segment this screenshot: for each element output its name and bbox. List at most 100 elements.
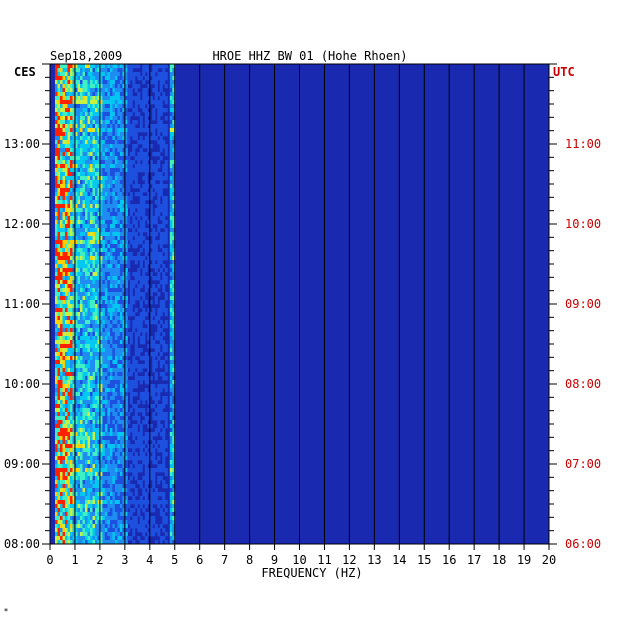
spectrogram-cell bbox=[77, 456, 81, 461]
spectrogram-cell bbox=[60, 76, 63, 81]
spectrogram-cell bbox=[169, 268, 173, 273]
spectrogram-cell bbox=[62, 460, 66, 465]
spectrogram-cell bbox=[55, 324, 58, 329]
spectrogram-cell bbox=[119, 220, 123, 225]
spectrogram-cell bbox=[104, 412, 108, 417]
spectrogram-cell bbox=[104, 228, 108, 233]
spectrogram-cell bbox=[102, 292, 106, 297]
spectrogram-cell bbox=[75, 144, 78, 149]
spectrogram-cell bbox=[169, 408, 173, 413]
spectrogram-cell bbox=[97, 144, 101, 149]
spectrogram-cell bbox=[62, 348, 66, 353]
spectrogram-cell bbox=[75, 108, 78, 113]
spectrogram-cell bbox=[119, 216, 123, 221]
spectrogram-cell bbox=[72, 384, 76, 389]
spectrogram-cell bbox=[87, 296, 91, 301]
spectrogram-cell bbox=[172, 520, 176, 525]
spectrogram-cell bbox=[119, 320, 123, 325]
spectrogram-cell bbox=[80, 304, 83, 309]
spectrogram-cell bbox=[109, 212, 113, 217]
spectrogram-cell bbox=[129, 536, 133, 541]
spectrogram-cell bbox=[95, 276, 98, 281]
spectrogram-cell bbox=[147, 476, 151, 481]
spectrogram-cell bbox=[152, 276, 156, 281]
spectrogram-cell bbox=[107, 536, 111, 541]
spectrogram-cell bbox=[134, 380, 138, 385]
spectrogram-cell bbox=[107, 160, 111, 165]
spectrogram-cell bbox=[80, 368, 83, 373]
spectrogram-cell bbox=[112, 432, 116, 437]
spectrogram-cell bbox=[85, 352, 88, 357]
spectrogram-cell bbox=[104, 204, 108, 209]
spectrogram-cell bbox=[72, 484, 76, 489]
spectrogram-cell bbox=[114, 216, 118, 221]
spectrogram-cell bbox=[82, 464, 86, 469]
spectrogram-cell bbox=[65, 484, 68, 489]
spectrogram-cell bbox=[62, 424, 66, 429]
spectrogram-cell bbox=[112, 132, 116, 137]
spectrogram-cell bbox=[124, 124, 128, 129]
spectrogram-cell bbox=[80, 236, 83, 241]
spectrogram-cell bbox=[137, 208, 141, 213]
spectrogram-cell bbox=[60, 136, 63, 141]
spectrogram-cell bbox=[124, 420, 128, 425]
spectrogram-cell bbox=[107, 156, 111, 161]
spectrogram-cell bbox=[132, 432, 136, 437]
spectrogram-cell bbox=[92, 388, 96, 393]
spectrogram-cell bbox=[67, 340, 71, 345]
spectrogram-cell bbox=[164, 116, 168, 121]
spectrogram-cell bbox=[60, 316, 63, 321]
spectrogram-cell bbox=[57, 100, 61, 105]
spectrogram-cell bbox=[92, 132, 96, 137]
spectrogram-cell bbox=[142, 188, 146, 193]
spectrogram-cell bbox=[67, 124, 71, 129]
spectrogram-cell bbox=[122, 156, 126, 161]
spectrogram-cell bbox=[82, 216, 86, 221]
spectrogram-cell bbox=[114, 136, 118, 141]
spectrogram-cell bbox=[77, 152, 81, 157]
spectrogram-cell bbox=[100, 380, 103, 385]
spectrogram-cell bbox=[119, 388, 123, 393]
spectrogram-cell bbox=[55, 460, 58, 465]
spectrogram-cell bbox=[77, 92, 81, 97]
spectrogram-cell bbox=[152, 216, 156, 221]
spectrogram-cell bbox=[85, 268, 88, 273]
spectrogram-cell bbox=[100, 264, 103, 269]
x-tick-label: 11 bbox=[317, 553, 331, 567]
spectrogram-cell bbox=[122, 260, 126, 265]
spectrogram-cell bbox=[169, 232, 173, 237]
spectrogram-cell bbox=[75, 172, 78, 177]
spectrogram-cell bbox=[65, 192, 68, 197]
spectrogram-cell bbox=[104, 344, 108, 349]
spectrogram-cell bbox=[164, 72, 168, 77]
spectrogram-cell bbox=[109, 416, 113, 421]
spectrogram-cell bbox=[159, 300, 163, 305]
spectrogram-cell bbox=[112, 184, 116, 189]
spectrogram-cell bbox=[80, 320, 83, 325]
spectrogram-cell bbox=[169, 140, 173, 145]
spectrogram-cell bbox=[124, 316, 128, 321]
spectrogram-cell bbox=[87, 176, 91, 181]
spectrogram-cell bbox=[117, 460, 121, 465]
spectrogram-cell bbox=[82, 132, 86, 137]
spectrogram-cell bbox=[102, 248, 106, 253]
spectrogram-cell bbox=[107, 448, 111, 453]
spectrogram-cell bbox=[119, 172, 123, 177]
spectrogram-cell bbox=[70, 452, 73, 457]
spectrogram-cell bbox=[114, 452, 118, 457]
spectrogram-cell bbox=[117, 272, 121, 277]
spectrogram-cell bbox=[60, 304, 63, 309]
spectrogram-cell bbox=[60, 424, 63, 429]
spectrogram-cell bbox=[65, 492, 68, 497]
spectrogram-cell bbox=[164, 520, 168, 525]
spectrogram-cell bbox=[124, 72, 128, 77]
spectrogram-cell bbox=[90, 432, 93, 437]
spectrogram-cell bbox=[107, 476, 111, 481]
spectrogram-cell bbox=[114, 324, 118, 329]
spectrogram-cell bbox=[62, 364, 66, 369]
spectrogram-cell bbox=[169, 388, 173, 393]
spectrogram-cell bbox=[164, 148, 168, 153]
spectrogram-cell bbox=[134, 348, 138, 353]
spectrogram-cell bbox=[104, 132, 108, 137]
spectrogram-cell bbox=[139, 220, 143, 225]
